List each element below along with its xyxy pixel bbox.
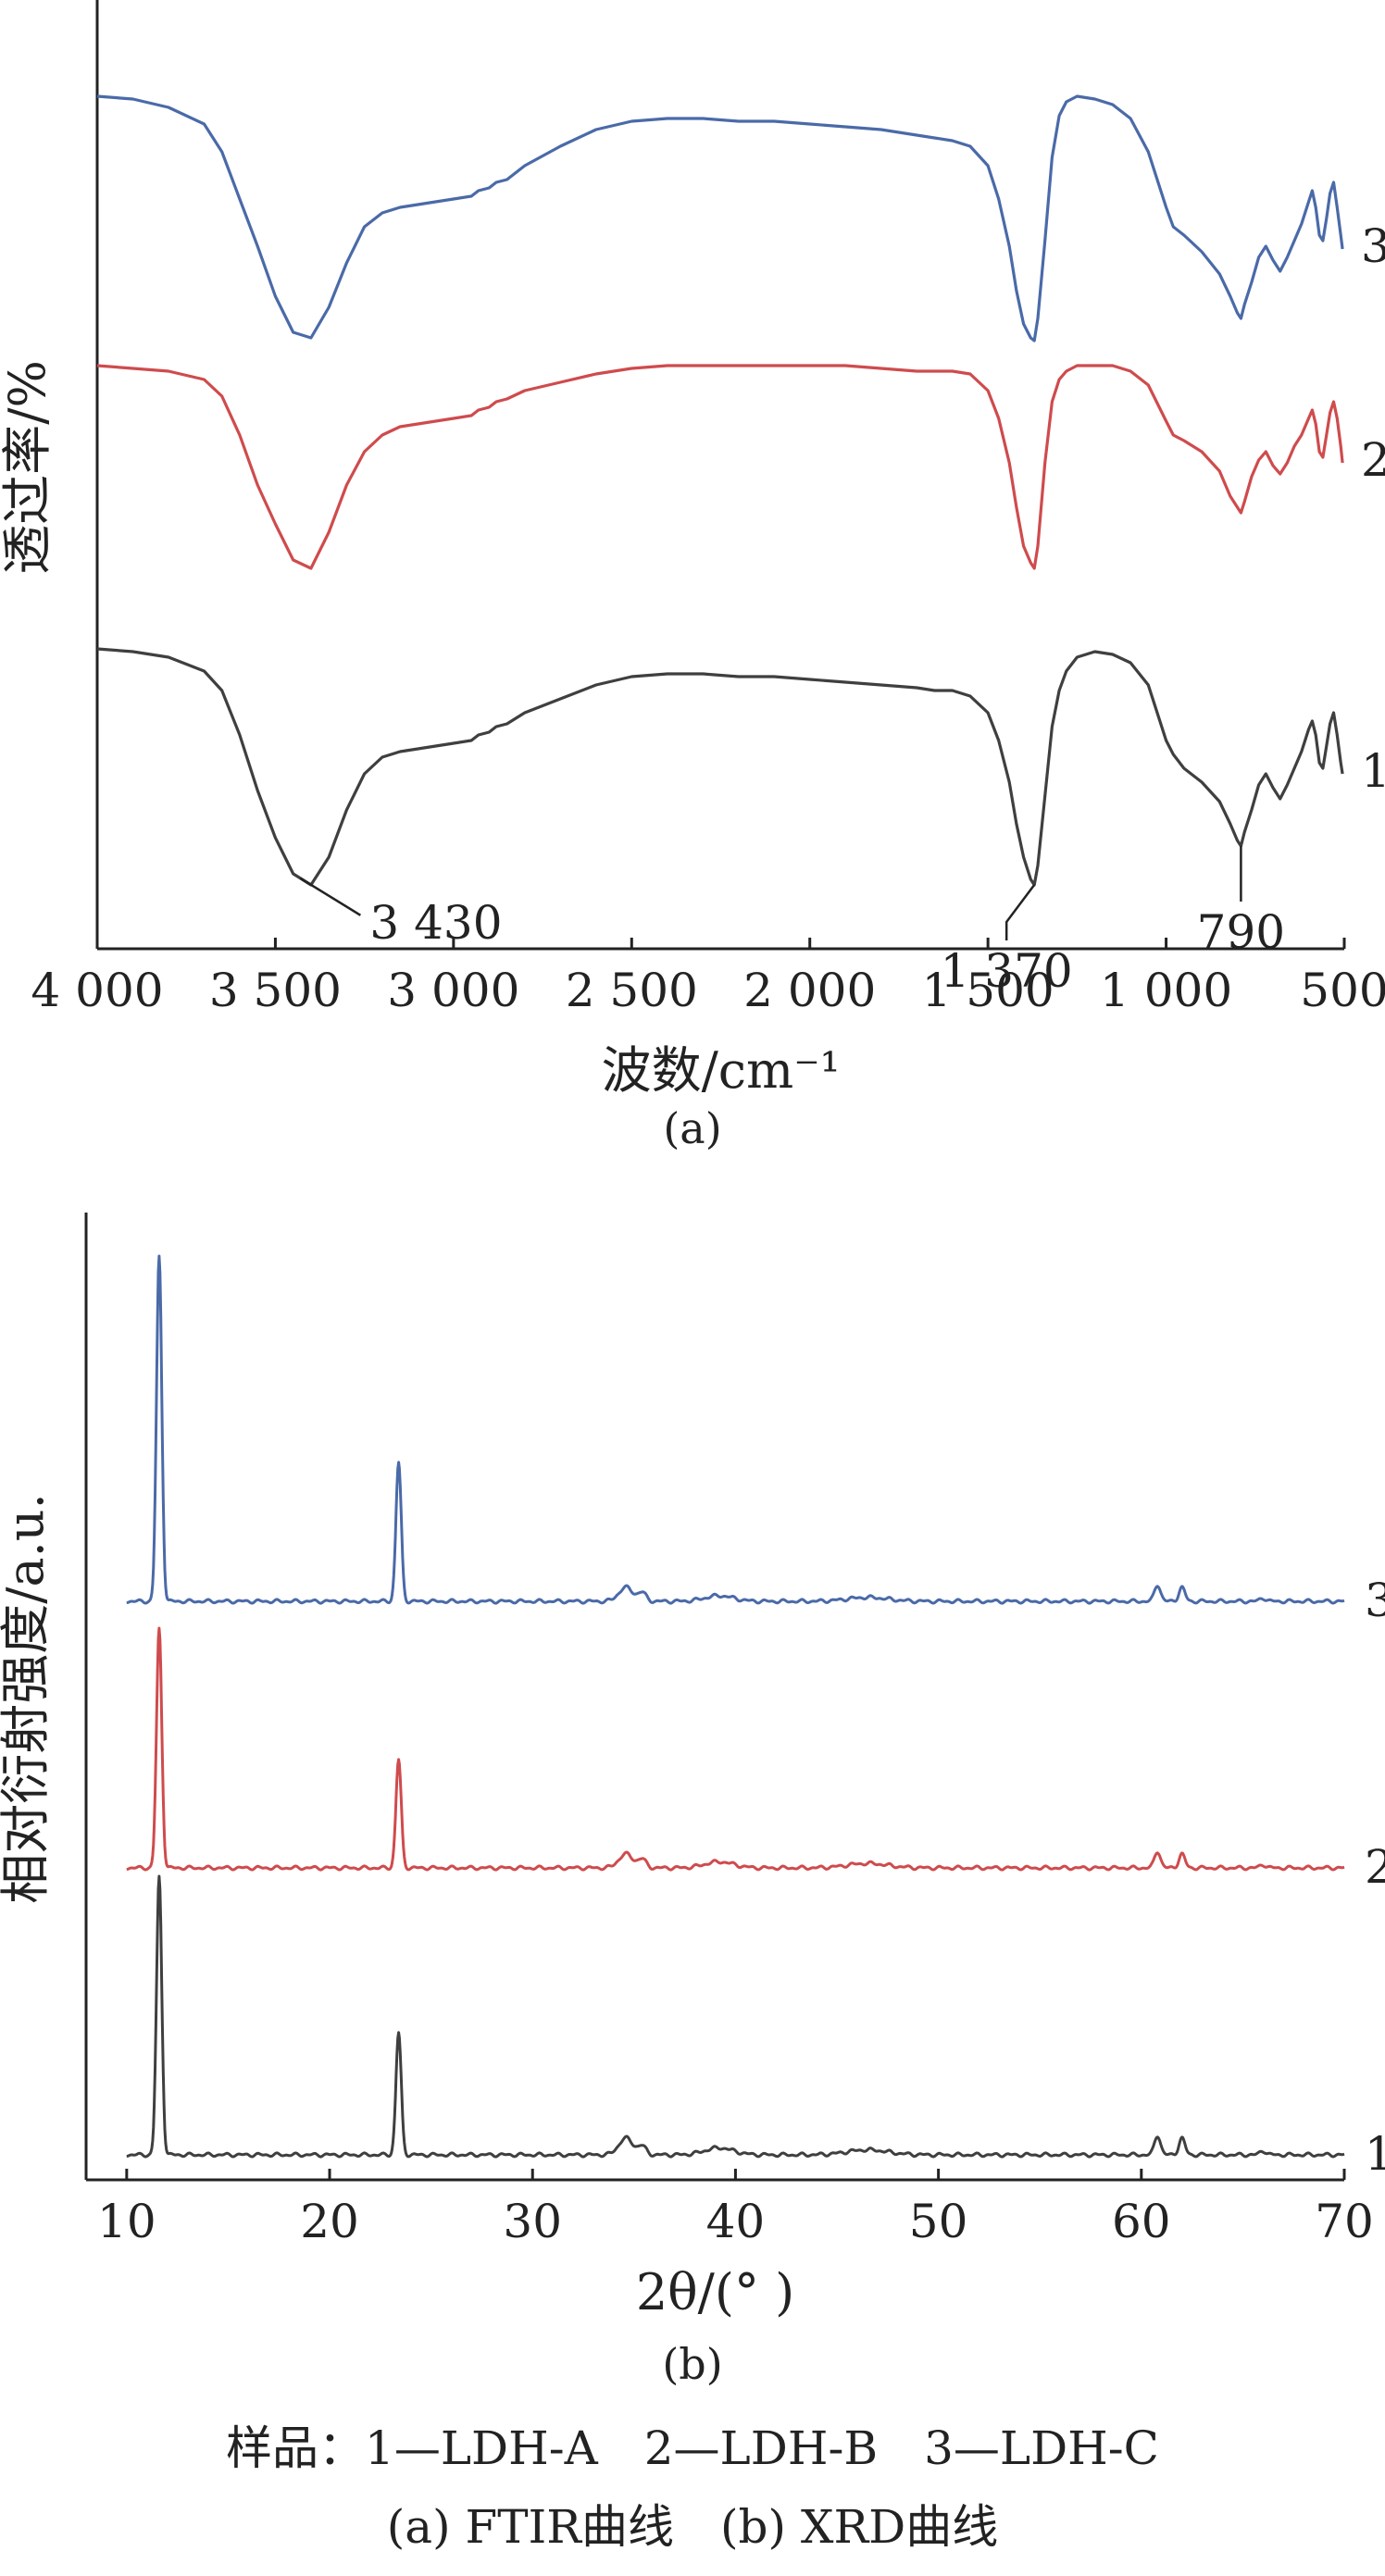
x-tick-label: 70 [1315,2195,1374,2248]
panel-label-b: (b) [662,2339,723,2389]
series-label-3: 3 [1365,1574,1385,1627]
x-tick-label: 2 000 [743,964,876,1017]
x-tick-label: 60 [1112,2195,1171,2248]
x-axis-label: 2θ/(° ) [636,2263,794,2321]
xrd-chart: 10 20 30 40 50 60 70 2θ/(° ) 相对衍射强度/a.u. 1 2 3 [0,1213,1385,2321]
x-tick-label: 4 000 [31,964,163,1017]
annotation-leader [1004,884,1036,940]
annotation-leader [299,877,362,916]
series-line-3 [126,1254,1345,1605]
series-label-2: 2 [1361,433,1385,487]
series-line-3 [96,94,1344,342]
y-axis-label: 相对衍射强度/a.u. [0,1493,55,1904]
x-tick-label: 10 [97,2195,156,2248]
series-label-3: 3 [1361,219,1385,273]
x-tick-label: 3 000 [387,964,519,1017]
x-tick-label: 30 [503,2195,562,2248]
x-tick-label: 50 [909,2195,968,2248]
x-tick-label: 20 [300,2195,359,2248]
y-axis-label: 透过率/% [0,360,56,575]
annotation-label: 790 [1197,905,1285,959]
series-label-2: 2 [1365,1840,1385,1894]
x-tick-label: 1 000 [1100,964,1232,1017]
series-label-1: 1 [1361,744,1385,798]
ftir-chart: 4 000 3 500 3 000 2 500 2 000 1 500 1 000 500 波数… [0,0,1385,1100]
panel-label-a: (a) [663,1103,722,1153]
series-line-1 [126,1874,1345,2159]
x-tick-label: 500 [1300,964,1385,1017]
annotation-label: 1 370 [941,944,1073,998]
annotation-label: 3 430 [369,896,502,950]
series-label-1: 1 [1365,2127,1385,2181]
series-line-2 [96,364,1344,570]
x-axis-label: 波数/cm⁻¹ [602,1041,841,1100]
caption-samples: 样品：1—LDH-A 2—LDH-B 3—LDH-C [226,2421,1159,2475]
series-line-2 [126,1626,1345,1872]
caption-titles: (a) FTIR曲线 (b) XRD曲线 [386,2500,999,2554]
x-tick-label: 40 [706,2195,766,2248]
x-tick-label: 2 500 [566,964,698,1017]
x-tick-label: 1 500 [922,964,1054,1017]
x-tick-label: 3 500 [209,964,342,1017]
series-line-1 [96,647,1344,887]
